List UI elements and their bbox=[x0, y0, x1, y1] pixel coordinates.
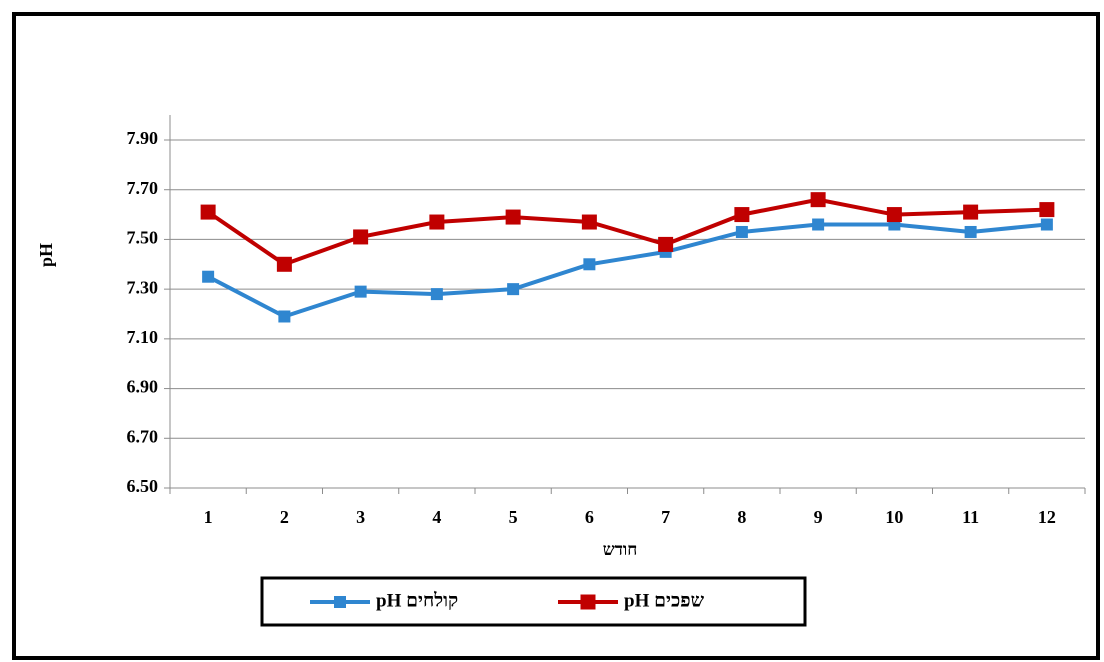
legend-marker bbox=[580, 594, 596, 610]
x-tick-label: 12 bbox=[1038, 507, 1056, 527]
series-marker bbox=[812, 218, 825, 231]
series-marker bbox=[583, 258, 596, 271]
y-tick-label: 7.50 bbox=[127, 228, 159, 248]
series-marker bbox=[964, 225, 977, 238]
x-tick-label: 11 bbox=[962, 507, 979, 527]
y-tick-label: 7.10 bbox=[127, 327, 159, 347]
series-marker bbox=[505, 209, 521, 225]
series-marker bbox=[581, 214, 597, 230]
series-marker bbox=[353, 229, 369, 245]
series-marker bbox=[429, 214, 445, 230]
series-marker bbox=[886, 207, 902, 223]
x-tick-label: 9 bbox=[814, 507, 823, 527]
y-tick-label: 7.30 bbox=[127, 277, 159, 297]
x-axis-title: חודש bbox=[603, 540, 638, 559]
x-tick-label: 3 bbox=[356, 507, 365, 527]
x-tick-label: 5 bbox=[509, 507, 518, 527]
x-tick-label: 7 bbox=[661, 507, 670, 527]
chart-frame bbox=[12, 12, 1100, 660]
series-line bbox=[207, 222, 1048, 319]
legend-marker bbox=[334, 596, 346, 608]
y-tick-label: 7.70 bbox=[127, 178, 159, 198]
x-tick-label: 8 bbox=[737, 507, 746, 527]
series-marker bbox=[658, 236, 674, 252]
series-marker bbox=[1039, 202, 1055, 218]
series-marker bbox=[963, 204, 979, 220]
legend-label: pH קולחים bbox=[376, 590, 458, 611]
y-axis-title: pH bbox=[36, 243, 56, 267]
series-line bbox=[206, 197, 1047, 267]
series-marker bbox=[200, 204, 216, 220]
x-tick-label: 6 bbox=[585, 507, 594, 527]
series-marker bbox=[735, 225, 748, 238]
series-marker bbox=[810, 192, 826, 208]
x-tick-label: 1 bbox=[204, 507, 213, 527]
series-marker bbox=[354, 285, 367, 298]
series-marker bbox=[202, 270, 215, 283]
y-tick-label: 6.90 bbox=[127, 377, 159, 397]
series-marker bbox=[734, 207, 750, 223]
y-tick-label: 7.90 bbox=[127, 128, 159, 148]
series-marker bbox=[430, 288, 443, 301]
series-marker bbox=[276, 256, 292, 272]
legend-label: pH שפכים bbox=[624, 590, 705, 611]
y-tick-label: 6.70 bbox=[127, 426, 159, 446]
x-tick-label: 10 bbox=[885, 507, 903, 527]
x-tick-label: 4 bbox=[432, 507, 441, 527]
x-tick-label: 2 bbox=[280, 507, 289, 527]
y-tick-label: 6.50 bbox=[127, 476, 159, 496]
series-marker bbox=[1040, 218, 1053, 231]
series-marker bbox=[507, 283, 520, 296]
series-marker bbox=[278, 310, 291, 323]
